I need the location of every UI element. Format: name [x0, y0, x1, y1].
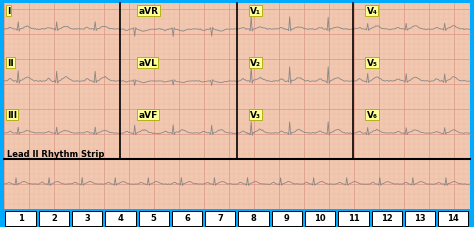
Text: 14: 14	[447, 214, 459, 222]
Text: V₄: V₄	[366, 7, 377, 16]
Text: 1: 1	[18, 214, 24, 222]
Text: V₁: V₁	[250, 7, 261, 16]
Text: V₆: V₆	[366, 111, 377, 119]
Text: 10: 10	[314, 214, 326, 222]
Text: 6: 6	[184, 214, 190, 222]
Bar	[272, 211, 302, 225]
Text: Lead II Rhythm Strip: Lead II Rhythm Strip	[7, 149, 104, 158]
Text: II: II	[7, 59, 14, 68]
Text: 5: 5	[151, 214, 157, 222]
Bar	[39, 211, 69, 225]
Text: aVL: aVL	[138, 59, 157, 68]
Text: 11: 11	[347, 214, 359, 222]
Text: 9: 9	[284, 214, 290, 222]
Bar	[338, 211, 369, 225]
Text: 2: 2	[51, 214, 57, 222]
Text: V₂: V₂	[250, 59, 261, 68]
Bar	[205, 211, 236, 225]
Bar	[105, 211, 136, 225]
Bar	[305, 211, 336, 225]
Bar	[6, 211, 36, 225]
Text: V₅: V₅	[366, 59, 377, 68]
Bar	[372, 211, 402, 225]
Text: I: I	[7, 7, 10, 16]
Text: III: III	[7, 111, 17, 119]
Bar	[72, 211, 102, 225]
Text: 13: 13	[414, 214, 426, 222]
Bar	[138, 211, 169, 225]
Text: 12: 12	[381, 214, 392, 222]
Text: 3: 3	[84, 214, 90, 222]
Text: 4: 4	[118, 214, 123, 222]
Text: aVR: aVR	[138, 7, 158, 16]
Bar	[238, 211, 269, 225]
Text: aVF: aVF	[138, 111, 158, 119]
Bar	[4, 209, 470, 227]
Bar	[172, 211, 202, 225]
Text: 8: 8	[251, 214, 256, 222]
Bar	[405, 211, 435, 225]
Text: V₃: V₃	[250, 111, 261, 119]
Bar	[438, 211, 468, 225]
Text: 7: 7	[218, 214, 223, 222]
